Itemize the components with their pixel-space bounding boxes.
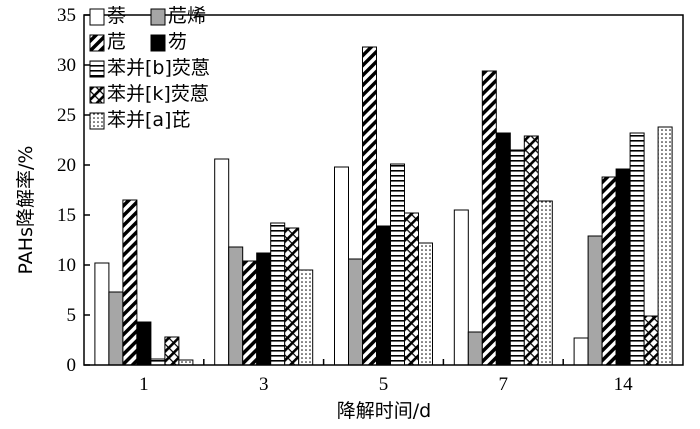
legend-swatch — [89, 34, 105, 52]
bar-4-3 — [256, 252, 272, 366]
legend-swatch — [89, 86, 105, 104]
bar-5-1 — [150, 358, 166, 366]
y-tick-label: 10 — [57, 255, 76, 276]
bar-7-5 — [418, 242, 433, 366]
bar-1-14 — [573, 337, 589, 366]
bar-4-14 — [615, 168, 631, 366]
x-axis-title: 降解时间/d — [337, 400, 431, 422]
y-tick-label: 20 — [57, 155, 76, 176]
legend-label: 苊烯 — [168, 5, 206, 27]
x-tick-label: 14 — [614, 374, 634, 395]
bar-2-1 — [108, 291, 124, 366]
y-axis-title: PAHs降解率/% — [15, 146, 37, 275]
legend-label: 苯并[k]荧蒽 — [107, 83, 209, 105]
bar-2-5 — [348, 258, 363, 366]
bar-7-14 — [657, 126, 673, 366]
legend-swatch — [150, 8, 166, 26]
legend-swatch — [89, 60, 105, 78]
x-tick-label: 5 — [379, 374, 389, 395]
bar-6-14 — [643, 315, 659, 366]
bar-6-5 — [404, 212, 419, 366]
y-tick-label: 15 — [57, 205, 76, 226]
bar-4-1 — [136, 321, 152, 366]
bar-6-1 — [164, 336, 180, 366]
legend-swatch — [89, 112, 105, 130]
bar-1-1 — [94, 262, 110, 366]
y-tick-label: 25 — [57, 105, 76, 126]
bar-4-7 — [495, 132, 511, 366]
bar-1-7 — [453, 209, 469, 366]
y-tick-label: 30 — [57, 55, 76, 76]
bar-6-3 — [284, 227, 300, 366]
plot-frame — [83, 14, 684, 366]
bar-5-3 — [270, 222, 286, 366]
bar-1-5 — [334, 166, 349, 366]
legend-swatch — [89, 8, 105, 26]
bar-5-5 — [390, 163, 405, 366]
legend-swatch — [150, 34, 166, 52]
y-tick-label: 5 — [67, 305, 77, 326]
legend-label: 苯并[b]荧蒽 — [107, 57, 210, 79]
x-tick-label: 7 — [499, 374, 509, 395]
legend-label: 苯并[a]芘 — [107, 109, 190, 131]
bar-2-14 — [587, 235, 603, 366]
bar-5-7 — [509, 149, 525, 366]
bar-3-5 — [362, 46, 377, 366]
bar-7-7 — [537, 200, 553, 366]
legend-label: 萘 — [107, 5, 126, 27]
bar-2-7 — [467, 331, 483, 366]
bar-3-14 — [601, 176, 617, 366]
bar-1-3 — [214, 158, 230, 366]
bar-7-3 — [298, 269, 314, 366]
bar-6-7 — [523, 135, 539, 366]
legend-label: 芴 — [168, 31, 187, 53]
bar-2-3 — [228, 246, 244, 366]
bar-3-1 — [122, 199, 138, 366]
y-tick-label: 35 — [57, 5, 76, 26]
bar-5-14 — [629, 132, 645, 366]
x-tick-label: 1 — [139, 374, 149, 395]
legend-label: 苊 — [107, 31, 126, 53]
bar-3-3 — [242, 260, 258, 366]
bar-3-7 — [481, 70, 497, 366]
y-tick-label: 0 — [67, 355, 77, 376]
bar-4-5 — [376, 225, 391, 366]
x-tick-label: 3 — [259, 374, 269, 395]
